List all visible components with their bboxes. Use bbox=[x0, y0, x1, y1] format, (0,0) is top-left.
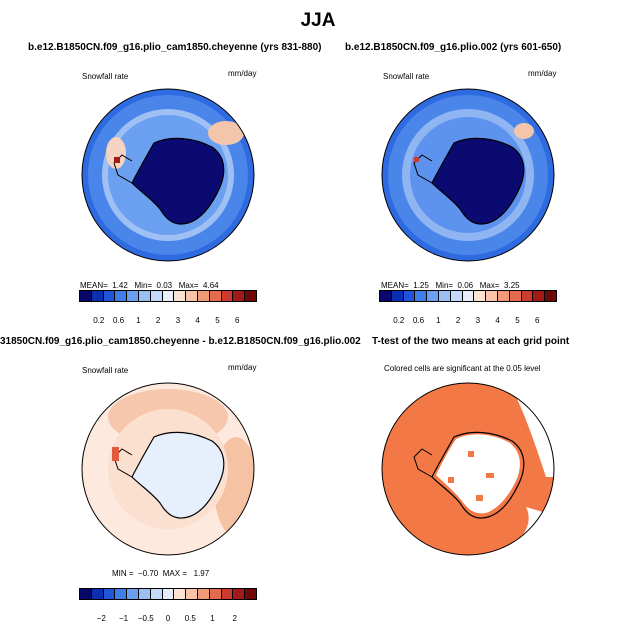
panel3-stats: MIN = −0.70 MAX = 1.97 bbox=[112, 569, 210, 578]
panel3-tick-label: −0.5 bbox=[137, 614, 154, 623]
panel1-title: b.e12.B1850CN.f09_g16.plio_cam1850.cheye… bbox=[28, 42, 322, 53]
panel1-color-swatch bbox=[174, 291, 187, 301]
panel2-tick-label: 4 bbox=[495, 316, 500, 325]
page-title: JJA bbox=[300, 10, 336, 31]
panel2-tick-label: 3 bbox=[475, 316, 481, 325]
panel3-color-swatch bbox=[245, 589, 256, 599]
panel1-color-swatch bbox=[91, 291, 104, 301]
panel2-color-swatch bbox=[509, 291, 522, 301]
panel1-color-swatch bbox=[150, 291, 163, 301]
panel3-color-swatch bbox=[127, 589, 139, 599]
panel3-color-swatch bbox=[138, 589, 151, 599]
panel3-tick-label: 0 bbox=[165, 614, 171, 623]
panel2-color-swatch bbox=[486, 291, 498, 301]
panel4-significance-map bbox=[381, 382, 555, 556]
panel2-tick-label: 1 bbox=[436, 316, 441, 325]
panel1-tick-label: 2 bbox=[155, 316, 161, 325]
panel3-colorbar-swatches bbox=[79, 588, 257, 600]
panel3-color-swatch bbox=[80, 589, 92, 599]
panel1-units: mm/day bbox=[228, 69, 257, 78]
panel1-tick-label: 0.2 bbox=[93, 316, 105, 325]
antarctica-interior bbox=[432, 138, 524, 225]
panel1-color-swatch bbox=[186, 291, 198, 301]
panel2-variable: Snowfall rate bbox=[383, 72, 430, 81]
panel2-color-swatch bbox=[450, 291, 463, 301]
panel3-color-swatch bbox=[197, 589, 210, 599]
panel1-colorbar: 0.2 0.6 1 2 3 4 5 6 bbox=[79, 290, 257, 325]
panel3-tick-label: 2 bbox=[232, 614, 237, 623]
panel3-polar-map bbox=[81, 382, 255, 556]
antarctica-interior bbox=[132, 138, 224, 225]
panel2-color-swatch bbox=[438, 291, 451, 301]
panel1-color-swatch bbox=[80, 291, 92, 301]
panel2-color-swatch bbox=[545, 291, 556, 301]
panel3-color-swatch bbox=[233, 589, 246, 599]
panel1-color-swatch bbox=[197, 291, 210, 301]
panel3-tick-label: 0.5 bbox=[184, 614, 196, 623]
panel1-color-swatch bbox=[127, 291, 139, 301]
panel1-tick-label: 4 bbox=[195, 316, 200, 325]
panel1-color-swatch bbox=[138, 291, 151, 301]
panel2-color-swatch bbox=[380, 291, 392, 301]
panel1-color-swatch bbox=[209, 291, 222, 301]
panel1-color-swatch bbox=[115, 291, 128, 301]
panel1-stats: MEAN= 1.42 Min= 0.03 Max= 4.64 bbox=[80, 281, 219, 290]
panel1-color-swatch bbox=[162, 291, 175, 301]
panel3-tick-label: −1 bbox=[118, 614, 129, 623]
panel1-colorbar-swatches bbox=[79, 290, 257, 302]
panel2-tick-label: 0.6 bbox=[412, 316, 425, 325]
panel3-color-swatch bbox=[221, 589, 234, 599]
panel1-color-swatch bbox=[233, 291, 246, 301]
panel3-title: 31850CN.f09_g16.plio_cam1850.cheyenne - … bbox=[0, 336, 361, 347]
panel2-color-swatch bbox=[521, 291, 534, 301]
panel3-color-swatch bbox=[162, 589, 175, 599]
panel3-colorbar: −2 −1 −0.5 0 0.5 1 2 bbox=[79, 588, 257, 623]
panel2-colorbar: 0.2 0.6 1 2 3 4 5 6 bbox=[379, 290, 557, 325]
panel3-variable: Snowfall rate bbox=[82, 366, 129, 375]
panel2-tick-label: 2 bbox=[455, 316, 461, 325]
panel2-color-swatch bbox=[391, 291, 404, 301]
panel2-color-swatch bbox=[427, 291, 439, 301]
panel3-color-swatch bbox=[91, 589, 104, 599]
panel3-tick-label: 1 bbox=[210, 614, 215, 623]
panel1-color-swatch bbox=[103, 291, 116, 301]
panel2-color-swatch bbox=[462, 291, 475, 301]
panel2-color-swatch bbox=[415, 291, 428, 301]
panel3-color-swatch bbox=[103, 589, 116, 599]
panel4-title: T-test of the two means at each grid poi… bbox=[372, 336, 570, 347]
panel1-color-swatch bbox=[245, 291, 256, 301]
panel1-color-swatch bbox=[221, 291, 234, 301]
panel1-tick-label: 0.6 bbox=[112, 316, 125, 325]
panel1-tick-label: 3 bbox=[175, 316, 181, 325]
panel3-color-swatch bbox=[174, 589, 187, 599]
panel2-stats: MEAN= 1.25 Min= 0.06 Max= 3.25 bbox=[381, 281, 520, 290]
antarctica-nonsignificant bbox=[436, 434, 520, 514]
panel1-variable: Snowfall rate bbox=[82, 72, 129, 81]
panel2-color-swatch bbox=[497, 291, 510, 301]
panel3-color-swatch bbox=[115, 589, 128, 599]
panel1-tick-label: 6 bbox=[234, 316, 240, 325]
panel2-color-swatch bbox=[533, 291, 546, 301]
antarctica-interior bbox=[132, 432, 224, 519]
panel3-color-swatch bbox=[209, 589, 222, 599]
panel2-units: mm/day bbox=[528, 69, 557, 78]
panel2-tick-label: 5 bbox=[515, 316, 520, 325]
panel3-color-swatch bbox=[150, 589, 163, 599]
panel3-color-swatch bbox=[186, 589, 198, 599]
panel1-polar-map bbox=[81, 88, 255, 262]
panel1-tick-label: 5 bbox=[215, 316, 220, 325]
panel2-colorbar-swatches bbox=[379, 290, 557, 302]
panel2-tick-label: 0.2 bbox=[393, 316, 405, 325]
panel4-note: Colored cells are significant at the 0.0… bbox=[384, 364, 541, 373]
panel2-color-swatch bbox=[403, 291, 416, 301]
panel3-tick-label: −2 bbox=[96, 614, 106, 623]
panel2-polar-map bbox=[381, 88, 555, 262]
panel3-units: mm/day bbox=[228, 363, 257, 372]
high-snowfall-patch bbox=[208, 121, 244, 145]
panel2-title: b.e12.B1850CN.f09_g16.plio.002 (yrs 601-… bbox=[345, 42, 562, 53]
panel2-tick-label: 6 bbox=[534, 316, 540, 325]
panel1-tick-label: 1 bbox=[136, 316, 141, 325]
panel2-color-swatch bbox=[474, 291, 487, 301]
